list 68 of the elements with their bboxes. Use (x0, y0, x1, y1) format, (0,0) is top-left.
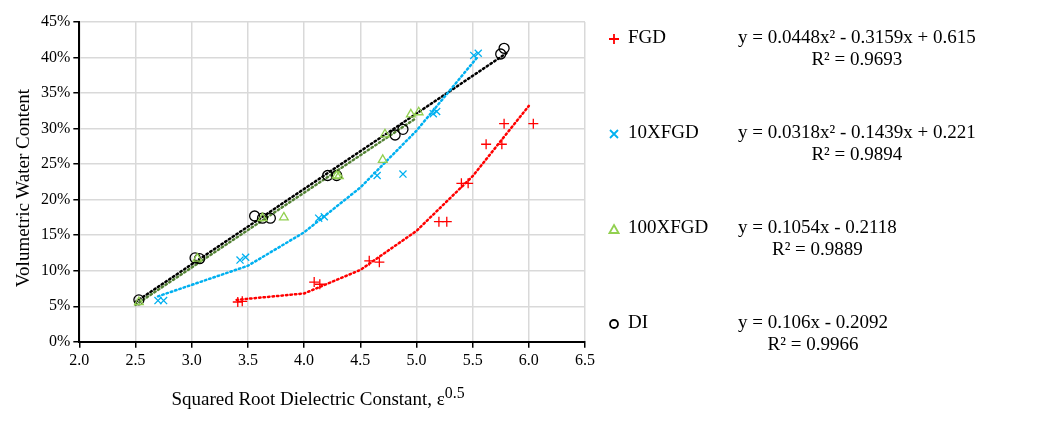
legend-label: FGD (628, 26, 667, 47)
point (153, 296, 163, 305)
point (377, 154, 388, 164)
x-tick-label: 3.5 (237, 350, 258, 368)
point (363, 255, 375, 267)
point (441, 216, 453, 228)
y-tick-label: 45% (41, 12, 71, 30)
point (320, 212, 329, 221)
x-tick-label: 3.0 (181, 350, 202, 368)
point (462, 177, 474, 189)
point (429, 109, 438, 118)
legend-label: 100XFGD (628, 216, 709, 237)
x-tick-label: 6.5 (575, 350, 595, 368)
x-tick-label: 2.5 (125, 350, 146, 368)
point (389, 129, 401, 141)
point (159, 296, 168, 305)
x-tick-label: 6.0 (518, 350, 539, 368)
y-tick-label: 30% (41, 118, 71, 136)
y-tick-label: 10% (41, 260, 71, 278)
point (495, 48, 507, 60)
legend-label: 10XFGD (628, 121, 699, 142)
point (380, 128, 390, 138)
legend-label: DI (628, 311, 649, 332)
point (232, 296, 244, 308)
x-tick-label: 5.5 (462, 350, 483, 368)
point (235, 255, 245, 265)
text: R² = 0.9889 (771, 238, 864, 260)
y-tick-label: 5% (49, 296, 71, 314)
point (480, 138, 492, 150)
y-tick-label: 40% (41, 47, 71, 65)
text: R² = 0.9966 (766, 333, 860, 355)
text: y = 0.0448x² - 0.3159x + 0.615 (738, 26, 976, 48)
point (413, 106, 424, 116)
point (498, 117, 510, 130)
point (432, 107, 441, 116)
point (264, 212, 277, 224)
y-tick-label: 35% (41, 83, 71, 101)
point (248, 210, 261, 222)
y-axis-title: Volumetric Water Content (12, 88, 34, 288)
point (314, 213, 323, 223)
point (433, 216, 445, 228)
y-tick-label: 20% (41, 189, 71, 207)
text: y = 0.1054x - 0.2118 (738, 216, 897, 238)
text: R² = 0.9693 (810, 48, 904, 70)
text: y = 0.0318x² - 0.1439x + 0.221 (738, 121, 976, 143)
point (373, 256, 386, 268)
point (278, 211, 289, 221)
point (398, 169, 408, 179)
point (496, 138, 508, 150)
point (372, 171, 382, 180)
x-axis-title: Squared Root Dielectric Constant, ε$^{0.5}$ (170, 384, 466, 411)
point (469, 51, 478, 60)
point (405, 108, 416, 118)
y-tick-label: 15% (41, 225, 71, 243)
text: R² = 0.9894 (810, 143, 904, 165)
y-tick-label: 0% (49, 332, 71, 349)
x-tick-label: 5.0 (406, 350, 427, 368)
x-tick-label: 4.5 (350, 350, 371, 368)
y-tick-label: 25% (41, 154, 71, 172)
point (397, 123, 409, 135)
x-tick-label: 2.0 (69, 350, 90, 368)
point (241, 253, 250, 262)
x-tick-label: 4.0 (294, 350, 315, 368)
text: y = 0.106x - 0.2092 (738, 311, 889, 333)
point (474, 49, 483, 58)
point (498, 42, 510, 54)
point (527, 117, 539, 130)
point (322, 169, 334, 182)
